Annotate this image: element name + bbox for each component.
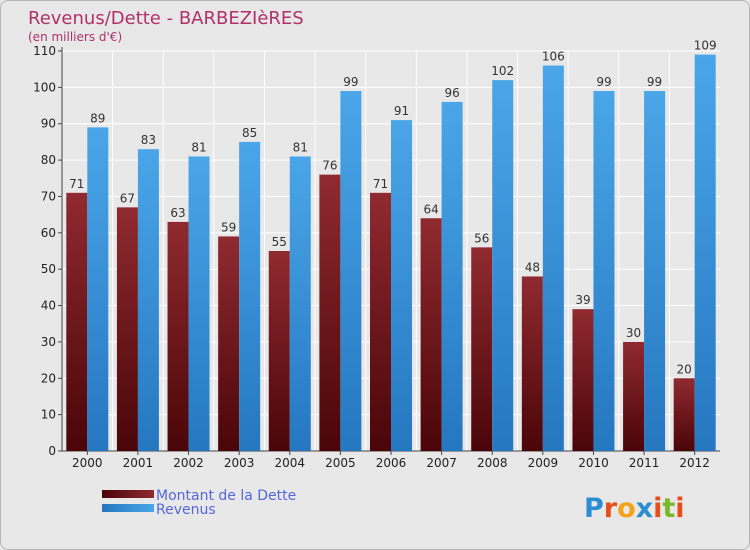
x-tick-label: 2006 [376, 456, 407, 470]
y-tick-label: 0 [48, 444, 56, 458]
y-tick-label: 100 [33, 80, 56, 94]
data-label: 91 [394, 104, 409, 118]
bar-dette [66, 192, 88, 451]
bar-dette [319, 174, 341, 452]
data-label: 48 [525, 260, 540, 274]
data-label: 102 [491, 64, 514, 78]
data-label: 55 [272, 235, 287, 249]
y-tick-label: 30 [41, 335, 56, 349]
value-labels: 71 89 67 83 63 81 59 85 55 81 76 99 71 91 64 96 56 102 48 1… [69, 39, 716, 377]
bar-dette [268, 251, 290, 451]
logo-letter: P [584, 493, 604, 524]
data-label: 67 [120, 191, 135, 205]
bar-dette [673, 378, 695, 451]
data-label: 63 [170, 206, 185, 220]
x-tick-label: 2001 [123, 456, 154, 470]
data-label: 99 [647, 75, 662, 89]
y-tick-label: 10 [41, 408, 56, 422]
data-label: 99 [343, 75, 358, 89]
chart-subtitle: (en milliers d'€) [28, 30, 122, 44]
legend-swatch-revenus [102, 504, 154, 512]
bar-revenus [391, 120, 412, 451]
bar-revenus [239, 141, 261, 451]
data-label: 39 [575, 293, 590, 307]
x-tick-label: 2005 [325, 456, 356, 470]
chart-title: Revenus/Dette - BARBEZIèRES [28, 8, 304, 29]
bar-dette [623, 341, 645, 451]
bar-dette [572, 309, 594, 451]
data-label: 20 [677, 362, 692, 376]
logo-letter: t [662, 493, 675, 524]
data-label: 76 [322, 159, 337, 173]
logo-letter: r [604, 493, 618, 524]
data-label: 89 [90, 111, 105, 125]
data-label: 85 [242, 126, 257, 140]
bar-revenus [441, 101, 463, 451]
y-tick-label: 60 [41, 226, 56, 240]
x-tick-label: 2004 [274, 456, 305, 470]
x-tick-label: 2002 [173, 456, 204, 470]
legend-label-debt: Montant de la Dette [156, 488, 296, 504]
x-tick-label: 2011 [629, 456, 660, 470]
x-tick-label: 2009 [528, 456, 559, 470]
y-tick-label: 80 [41, 153, 56, 167]
y-tick-label: 40 [41, 299, 56, 313]
legend-label-revenus: Revenus [156, 502, 216, 518]
y-tick-label: 70 [41, 189, 56, 203]
bar-dette [218, 236, 240, 451]
data-label: 59 [221, 220, 236, 234]
data-label: 109 [694, 39, 717, 53]
legend-swatch-debt [102, 490, 154, 498]
x-tick-label: 2000 [72, 456, 103, 470]
y-tick-label: 50 [41, 262, 56, 276]
data-label: 71 [69, 177, 84, 191]
proxiti-logo: Proxiti [584, 493, 685, 524]
logo-letter: i [675, 493, 684, 524]
bar-revenus [694, 54, 716, 452]
bars [66, 54, 716, 452]
bar-revenus [492, 80, 514, 451]
x-tick-label: 2003 [224, 456, 255, 470]
bar-revenus [340, 91, 362, 451]
x-tick-label: 2008 [477, 456, 508, 470]
data-label: 106 [542, 50, 565, 64]
axes: 0 10 20 30 40 50 60 70 80 90 100 110 2000 2001 2002 200… [33, 44, 720, 470]
y-tick-label: 110 [33, 44, 56, 58]
data-label: 83 [141, 133, 156, 147]
data-label: 56 [474, 231, 489, 245]
legend: Montant de la Dette Revenus [102, 488, 296, 518]
bar-dette [116, 207, 138, 451]
bar-revenus [137, 149, 159, 451]
x-tick-label: 2012 [679, 456, 710, 470]
y-tick-label: 20 [41, 371, 56, 385]
bar-revenus [542, 65, 564, 451]
logo-letter: i [653, 493, 662, 524]
data-label: 30 [626, 326, 641, 340]
bar-revenus [644, 91, 666, 451]
bar-dette [471, 247, 493, 451]
y-tick-label: 90 [41, 117, 56, 131]
bar-revenus [87, 127, 109, 451]
bar-revenus [188, 156, 210, 452]
x-tick-label: 2007 [426, 456, 457, 470]
x-tick-label: 2010 [578, 456, 609, 470]
logo-letter: x [636, 493, 653, 524]
bar-dette [167, 221, 189, 451]
bar-dette [521, 276, 543, 451]
data-label: 81 [293, 140, 308, 154]
data-label: 99 [596, 75, 611, 89]
svg-text:Proxiti: Proxiti [584, 493, 685, 524]
data-label: 64 [423, 202, 438, 216]
bar-revenus [289, 156, 311, 452]
data-label: 71 [373, 177, 388, 191]
data-label: 96 [444, 86, 459, 100]
data-label: 81 [191, 140, 206, 154]
logo-letter: o [617, 493, 636, 524]
bar-dette [370, 192, 391, 451]
bar-revenus [593, 91, 615, 451]
bar-dette [420, 218, 442, 451]
